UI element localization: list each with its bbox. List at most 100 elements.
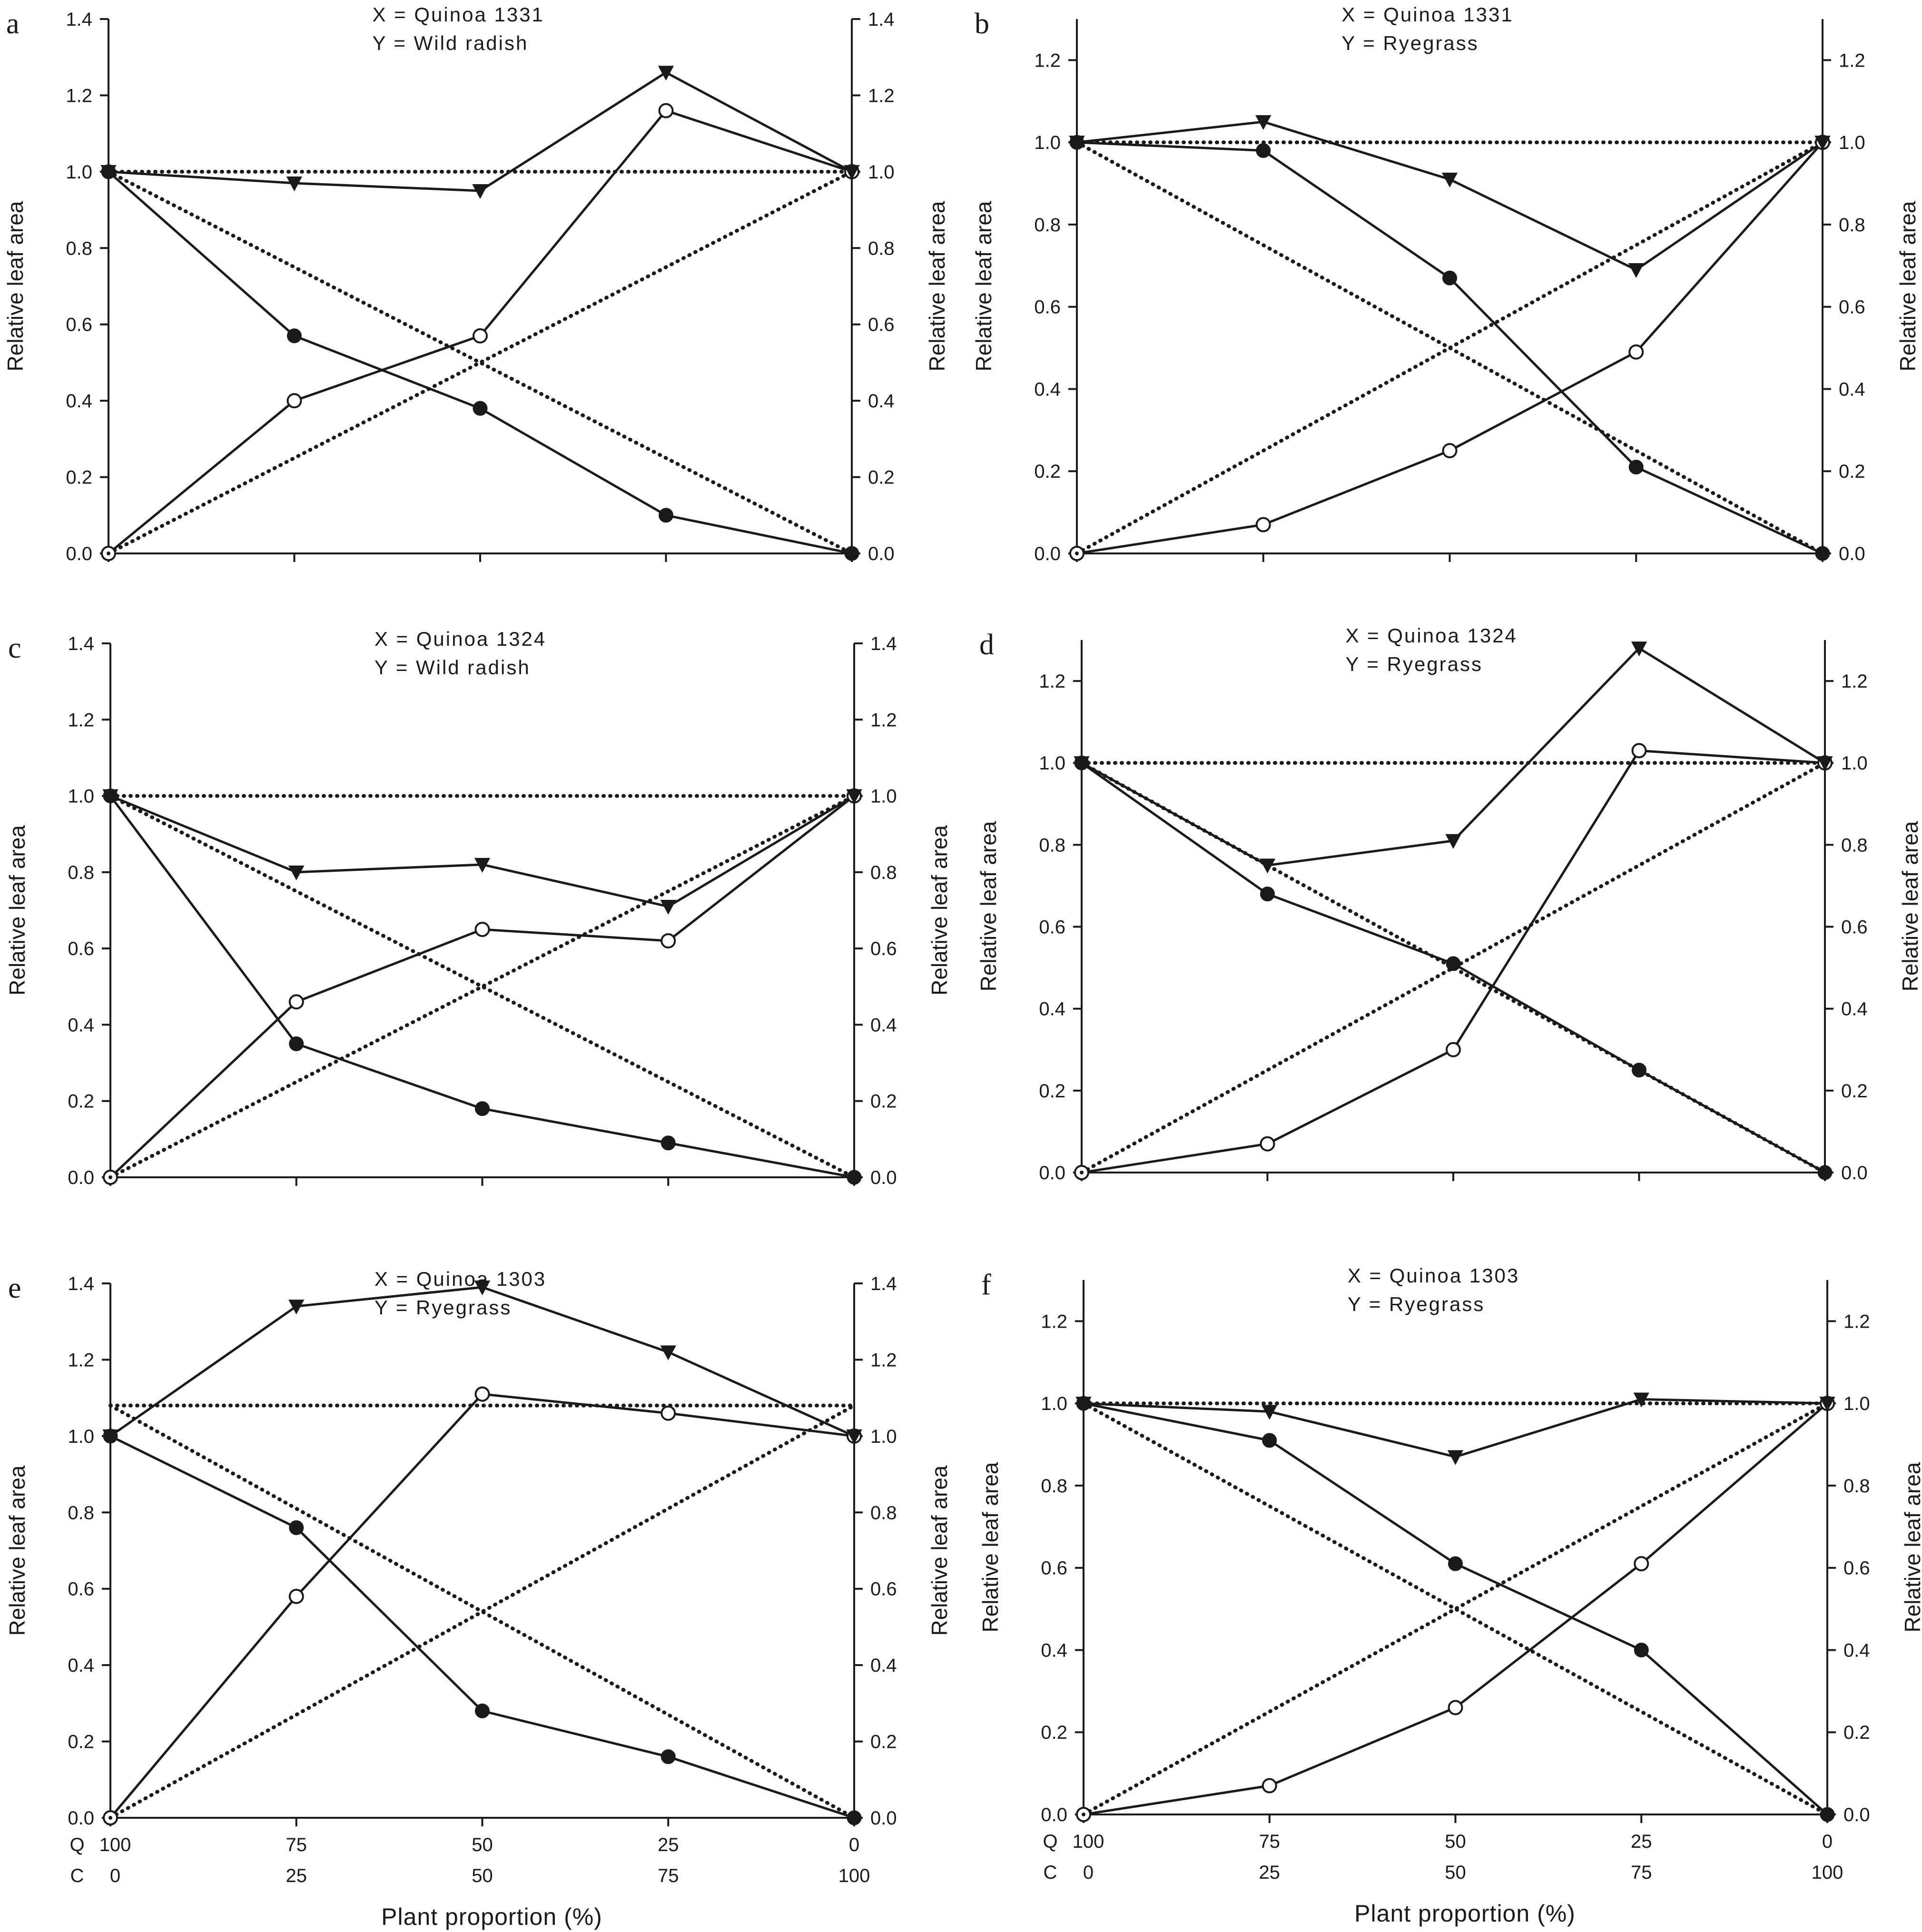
- y-tick-label-left: 0.4: [68, 1015, 94, 1035]
- triangle-marker: [100, 165, 117, 180]
- y-tick-label-left: 1.2: [1039, 671, 1065, 692]
- y-tick-label-right: 0.8: [1841, 835, 1868, 856]
- y-tick-label-left: 0.0: [68, 1808, 94, 1829]
- y-tick-label-right: 0.4: [1839, 379, 1865, 400]
- series-line-expected-competitor: [1082, 1401, 1829, 1816]
- filled-circle-marker: [473, 401, 488, 416]
- open-circle-marker: [1448, 1700, 1463, 1715]
- open-circle-marker: [1631, 743, 1647, 759]
- y-tick-label-right: 0.0: [1841, 1163, 1868, 1183]
- panel-label: b: [975, 8, 989, 40]
- x-tick-label-c: 50: [472, 1865, 493, 1886]
- triangle-marker: [472, 184, 488, 199]
- y-tick-label-right: 0.8: [1843, 1476, 1870, 1497]
- open-circle-center-dot: [1082, 1813, 1085, 1816]
- x-tick-label-c: 0: [110, 1865, 120, 1886]
- y-tick-label-left: 1.0: [68, 1426, 94, 1447]
- annotation-y-species: Y = Ryegrass: [1346, 653, 1483, 675]
- filled-circle-marker: [1628, 460, 1644, 475]
- series-line-relative-yield-total: [110, 795, 855, 908]
- y-tick-label-left: 0.4: [68, 1655, 94, 1676]
- y-tick-label-left: 0.2: [1034, 461, 1061, 482]
- y-tick-label-left: 0.6: [68, 938, 94, 959]
- x-tick-label-q: 25: [658, 1834, 679, 1855]
- y-tick-label-right: 0.2: [1843, 1722, 1870, 1743]
- triangle-marker: [1441, 172, 1458, 188]
- y-tick-label-left: 0.8: [1041, 1476, 1067, 1497]
- y-tick-label-right: 0.0: [870, 1167, 897, 1188]
- y-tick-label-left: 0.6: [1041, 1558, 1067, 1579]
- y-tick-label-right: 1.2: [1841, 671, 1868, 692]
- y-tick-label-left: 0.8: [1039, 835, 1065, 856]
- filled-circle-marker: [660, 1135, 676, 1151]
- y-tick-label-left: 0.4: [66, 391, 92, 412]
- y-tick-label-right: 0.2: [1841, 1081, 1868, 1102]
- y-axis-title-right: Relative leaf area: [927, 1465, 952, 1636]
- y-tick-label-right: 0.2: [870, 1732, 897, 1753]
- y-tick-label-right: 1.2: [1839, 50, 1865, 71]
- open-circle-marker: [473, 328, 488, 344]
- series-line-expected-competitor: [1080, 761, 1827, 1174]
- annotation-x-species: X = Quinoa 1331: [373, 3, 544, 26]
- y-tick-label-left: 0.4: [1039, 999, 1065, 1020]
- open-circle-marker: [1262, 1778, 1277, 1794]
- x-row-label-q: Q: [1043, 1831, 1057, 1852]
- y-tick-label-left: 0.4: [1041, 1640, 1067, 1661]
- annotation-y-species: Y = Ryegrass: [375, 1296, 512, 1319]
- y-tick-label-right: 1.2: [870, 1350, 897, 1370]
- open-circle-marker: [1446, 1042, 1461, 1057]
- y-tick-label-right: 0.2: [870, 1091, 897, 1112]
- filled-circle-marker: [475, 1101, 490, 1116]
- x-tick-label-q: 75: [286, 1834, 307, 1855]
- x-tick-label-q: 0: [849, 1834, 859, 1855]
- filled-circle-marker: [1260, 887, 1275, 902]
- y-tick-label-right: 0.0: [868, 543, 895, 564]
- triangle-marker: [1817, 756, 1833, 771]
- open-circle-center-dot: [1075, 552, 1079, 555]
- y-tick-label-left: 0.0: [1041, 1804, 1067, 1825]
- y-tick-label-right: 1.0: [1843, 1393, 1870, 1414]
- panel-label: f: [981, 1269, 991, 1301]
- y-tick-label-left: 1.0: [1034, 132, 1061, 153]
- open-circle-marker: [474, 922, 490, 937]
- y-tick-label-right: 1.0: [1841, 753, 1868, 774]
- y-axis-title-left: Relative leaf area: [978, 1462, 1003, 1632]
- y-tick-label-left: 1.2: [1041, 1311, 1067, 1332]
- open-circle-marker: [286, 393, 302, 409]
- y-tick-label-left: 1.2: [66, 85, 92, 106]
- y-tick-label-right: 0.4: [1841, 999, 1868, 1020]
- filled-circle-marker: [660, 1749, 676, 1764]
- y-tick-label-right: 0.4: [1843, 1640, 1870, 1661]
- panel-a: 0.0 0.0 0.2 0.2 0.4 0.4 0.6 0.6 0.8 0.8 1.0 1.0 1.2 1…: [3, 3, 949, 564]
- open-circle-marker: [1442, 443, 1458, 459]
- y-tick-label-left: 0.8: [66, 238, 92, 259]
- triangle-marker: [658, 66, 674, 81]
- triangle-marker: [1819, 1397, 1835, 1412]
- triangle-marker: [1633, 1392, 1649, 1408]
- triangle-marker: [1262, 1405, 1278, 1420]
- y-tick-label-right: 0.6: [870, 938, 897, 959]
- triangle-marker: [846, 1429, 862, 1444]
- y-tick-label-right: 1.2: [870, 710, 897, 730]
- y-tick-label-left: 0.4: [1034, 379, 1061, 400]
- triangle-marker: [1814, 136, 1831, 151]
- y-tick-label-right: 0.8: [868, 238, 895, 259]
- series-line-relative-yield-total: [1083, 1398, 1828, 1458]
- y-tick-label-left: 1.2: [68, 1350, 94, 1370]
- triangle-marker: [102, 789, 118, 804]
- filled-circle-marker: [1446, 956, 1461, 971]
- y-tick-label-left: 0.6: [1034, 297, 1061, 318]
- panel-label: d: [979, 629, 994, 661]
- y-tick-label-left: 0.2: [1039, 1081, 1065, 1102]
- filled-circle-marker: [659, 508, 673, 523]
- annotation-y-species: Y = Ryegrass: [1348, 1293, 1485, 1315]
- y-tick-label-left: 1.4: [66, 9, 92, 30]
- open-circle-marker: [1634, 1556, 1649, 1572]
- triangle-marker: [286, 176, 303, 192]
- y-tick-label-right: 0.2: [868, 467, 895, 488]
- open-circle-marker: [660, 933, 676, 949]
- filled-circle-marker: [847, 1170, 862, 1185]
- triangle-marker: [846, 789, 862, 804]
- triangle-marker: [474, 1281, 491, 1296]
